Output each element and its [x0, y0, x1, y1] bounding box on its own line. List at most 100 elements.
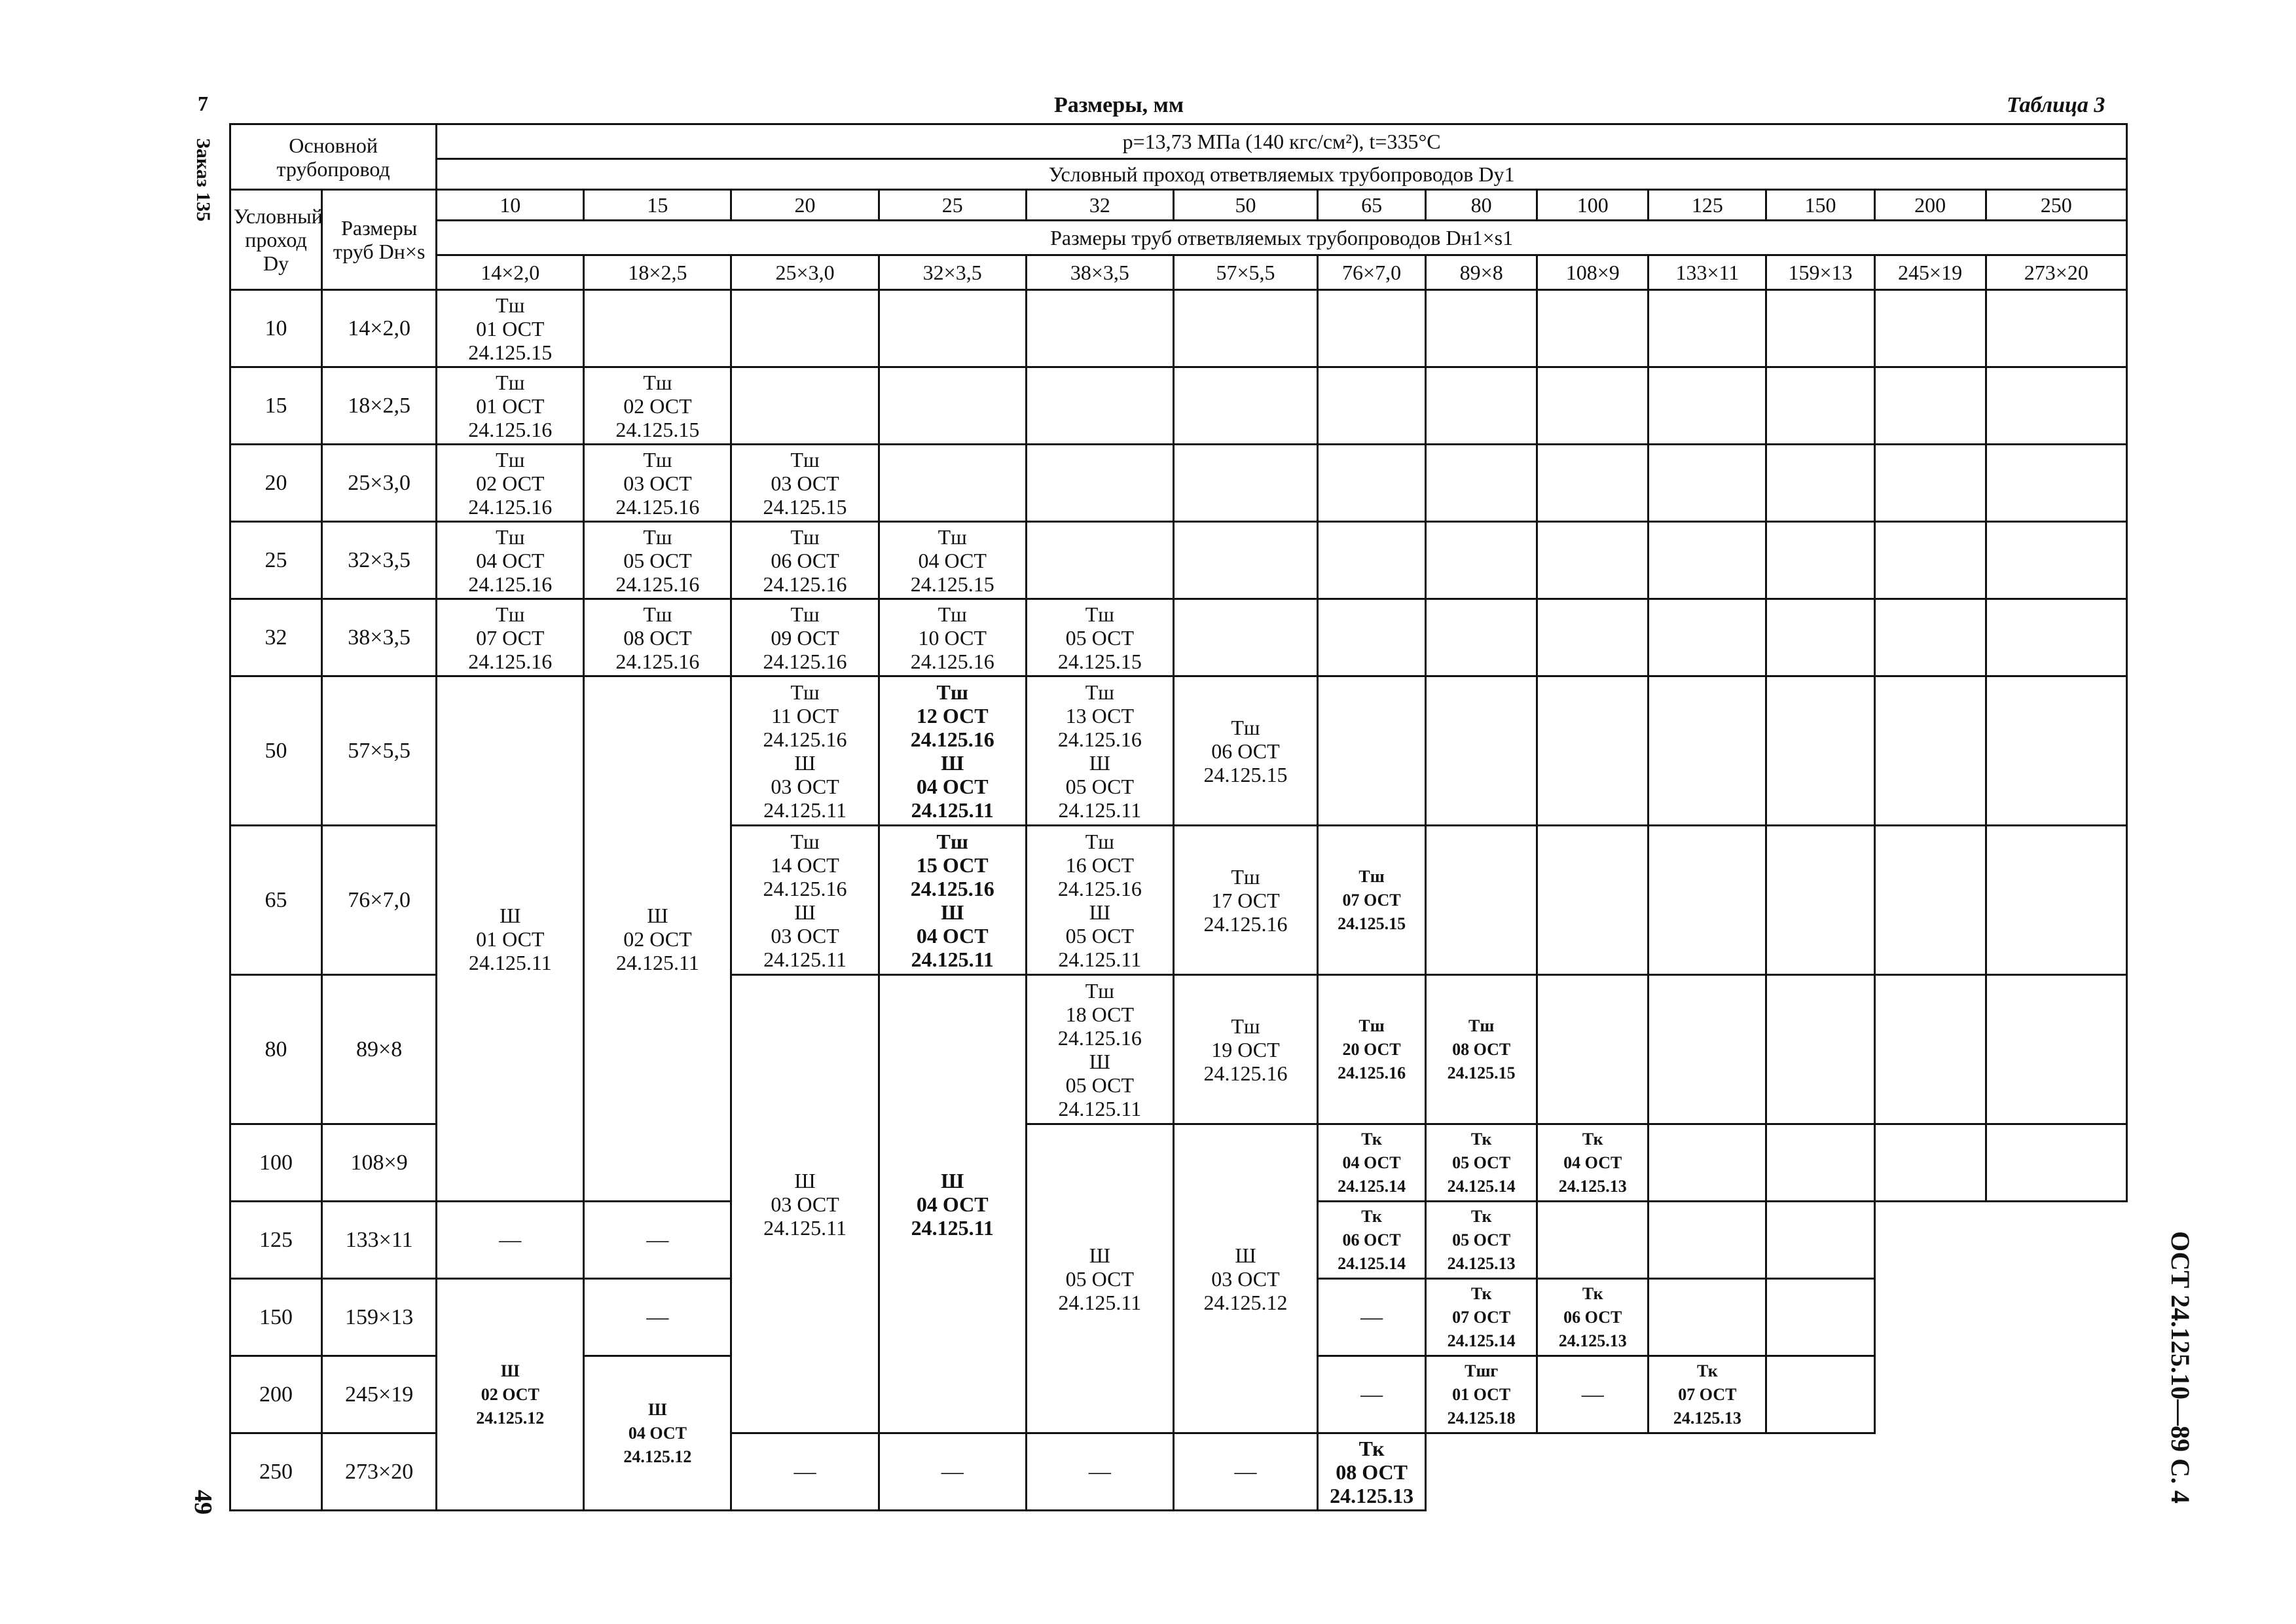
- column-dn: 250: [1984, 189, 2128, 221]
- empty-dash: —: [1317, 1278, 1427, 1357]
- column-dn: 65: [1317, 189, 1427, 221]
- column-size: 25×3,0: [730, 254, 880, 291]
- row-size: 14×2,0: [321, 289, 438, 368]
- row-dn: 125: [228, 1200, 323, 1280]
- row-size: 89×8: [321, 974, 438, 1125]
- fitting-cell: Тш 02 ОСТ 24.125.16: [435, 443, 585, 523]
- row-size: 273×20: [321, 1432, 438, 1511]
- fitting-cell: Тк 05 ОСТ 24.125.14: [1425, 1123, 1539, 1202]
- fitting-cell: Тш 06 ОСТ 24.125.15: [1172, 675, 1319, 826]
- fitting-cell: Тш 01 ОСТ 24.125.16: [435, 366, 585, 445]
- fitting-cell: Тш 05 ОСТ 24.125.15: [1025, 598, 1175, 677]
- fitting-cell: Тш 10 ОСТ 24.125.16: [877, 598, 1027, 677]
- fitting-cell: Тш 19 ОСТ 24.125.16: [1172, 974, 1319, 1125]
- empty-dash: —: [730, 1432, 880, 1511]
- fitting-cell: Тш 08 ОСТ 24.125.16: [583, 598, 733, 677]
- column-dn: 50: [1172, 189, 1319, 221]
- fitting-cell: Ш 02 ОСТ 24.125.11: [583, 675, 733, 1202]
- fitting-cell: Ш 01 ОСТ 24.125.11: [435, 675, 585, 1202]
- fitting-cell: Тш 01 ОСТ 24.125.15: [435, 289, 585, 368]
- row-dn: 25: [228, 521, 323, 600]
- table-label: Таблица 3: [2007, 93, 2105, 117]
- column-size: 159×13: [1765, 254, 1876, 291]
- fitting-cell: Тш 03 ОСТ 24.125.15: [730, 443, 880, 523]
- fitting-cell: Ш 05 ОСТ 24.125.11: [1025, 1123, 1175, 1434]
- row-dn: 10: [228, 289, 323, 368]
- page-number: 49: [189, 1490, 217, 1515]
- standard-reference: ОСТ 24.125.10—89 С. 4: [2166, 1231, 2195, 1504]
- column-dn: 125: [1647, 189, 1768, 221]
- row-size: 245×19: [321, 1355, 438, 1434]
- column-dn: 15: [583, 189, 733, 221]
- fitting-cell: Тш 15 ОСТ 24.125.16 Ш 04 ОСТ 24.125.11: [877, 824, 1027, 976]
- fitting-cell: Тк 08 ОСТ 24.125.13: [1317, 1432, 1427, 1511]
- column-size: 38×3,5: [1025, 254, 1175, 291]
- row-dn: 80: [228, 974, 323, 1125]
- fitting-cell: Ш 04 ОСТ 24.125.12: [583, 1355, 733, 1511]
- fitting-cell: Тк 04 ОСТ 24.125.14: [1317, 1123, 1427, 1202]
- column-dn: 100: [1536, 189, 1650, 221]
- fitting-cell: Тк 04 ОСТ 24.125.13: [1536, 1123, 1650, 1202]
- row-dn: 150: [228, 1278, 323, 1357]
- fitting-cell: Тш 02 ОСТ 24.125.15: [583, 366, 733, 445]
- pipe-size-header: Размеры труб Dн×s: [321, 189, 438, 291]
- empty-dash: —: [583, 1200, 733, 1280]
- empty-dash: —: [583, 1278, 733, 1357]
- column-dn: 25: [877, 189, 1027, 221]
- fitting-cell: Ш 02 ОСТ 24.125.12: [435, 1278, 585, 1511]
- column-dn: 20: [730, 189, 880, 221]
- fitting-cell: Тш 17 ОСТ 24.125.16: [1172, 824, 1319, 976]
- fitting-cell: Ш 03 ОСТ 24.125.12: [1172, 1123, 1319, 1434]
- row-dn: 50: [228, 675, 323, 826]
- row-size: 159×13: [321, 1278, 438, 1357]
- empty-dash: —: [435, 1200, 585, 1280]
- fittings-table: Основной трубопровод p=13,73 МПа (140 кг…: [228, 123, 2128, 1511]
- fitting-cell: Тш 06 ОСТ 24.125.16: [730, 521, 880, 600]
- fitting-cell: Тш 04 ОСТ 24.125.15: [877, 521, 1027, 600]
- fitting-cell: Тш 07 ОСТ 24.125.16: [435, 598, 585, 677]
- fitting-cell: Тш 05 ОСТ 24.125.16: [583, 521, 733, 600]
- column-size: 76×7,0: [1317, 254, 1427, 291]
- row-size: 32×3,5: [321, 521, 438, 600]
- row-dn: 15: [228, 366, 323, 445]
- fitting-cell: Тш 09 ОСТ 24.125.16: [730, 598, 880, 677]
- fitting-cell: Тш 12 ОСТ 24.125.16 Ш 04 ОСТ 24.125.11: [877, 675, 1027, 826]
- column-size: 273×20: [1984, 254, 2128, 291]
- column-size: 133×11: [1647, 254, 1768, 291]
- fitting-cell: Ш 03 ОСТ 24.125.11: [730, 974, 880, 1434]
- row-size: 108×9: [321, 1123, 438, 1202]
- column-dn: 80: [1425, 189, 1539, 221]
- fitting-cell: Тш 13 ОСТ 24.125.16 Ш 05 ОСТ 24.125.11: [1025, 675, 1175, 826]
- row-dn: 100: [228, 1123, 323, 1202]
- row-size: 76×7,0: [321, 824, 438, 976]
- empty-dash: —: [1172, 1432, 1319, 1511]
- empty-dash: —: [877, 1432, 1027, 1511]
- row-size: 57×5,5: [321, 675, 438, 826]
- branch-size-header: Размеры труб ответвляемых трубопроводов …: [435, 219, 2128, 256]
- dimensions-title: Размеры, мм: [1054, 93, 1184, 117]
- row-size: 25×3,0: [321, 443, 438, 523]
- margin-number: 7: [198, 92, 208, 115]
- fitting-cell: Тк 06 ОСТ 24.125.13: [1536, 1278, 1650, 1357]
- column-dn: 200: [1873, 189, 1987, 221]
- column-size: 32×3,5: [877, 254, 1027, 291]
- fitting-cell: Тш 03 ОСТ 24.125.16: [583, 443, 733, 523]
- fitting-cell: Тшг 01 ОСТ 24.125.18: [1425, 1355, 1539, 1434]
- fitting-cell: Тк 07 ОСТ 24.125.13: [1647, 1355, 1768, 1434]
- empty-dash: —: [1317, 1355, 1427, 1434]
- dn-header: Условный проход Dу: [228, 189, 323, 291]
- empty-dash: —: [1536, 1355, 1650, 1434]
- column-size: 89×8: [1425, 254, 1539, 291]
- column-size: 108×9: [1536, 254, 1650, 291]
- row-size: 18×2,5: [321, 366, 438, 445]
- fitting-cell: Тш 11 ОСТ 24.125.16 Ш 03 ОСТ 24.125.11: [730, 675, 880, 826]
- fitting-cell: Тш 14 ОСТ 24.125.16 Ш 03 ОСТ 24.125.11: [730, 824, 880, 976]
- row-dn: 200: [228, 1355, 323, 1434]
- fitting-cell: Тк 06 ОСТ 24.125.14: [1317, 1200, 1427, 1280]
- row-dn: 20: [228, 443, 323, 523]
- fitting-cell: Тш 16 ОСТ 24.125.16 Ш 05 ОСТ 24.125.11: [1025, 824, 1175, 976]
- row-dn: 32: [228, 598, 323, 677]
- fitting-cell: Тш 18 ОСТ 24.125.16 Ш 05 ОСТ 24.125.11: [1025, 974, 1175, 1125]
- row-size: 133×11: [321, 1200, 438, 1280]
